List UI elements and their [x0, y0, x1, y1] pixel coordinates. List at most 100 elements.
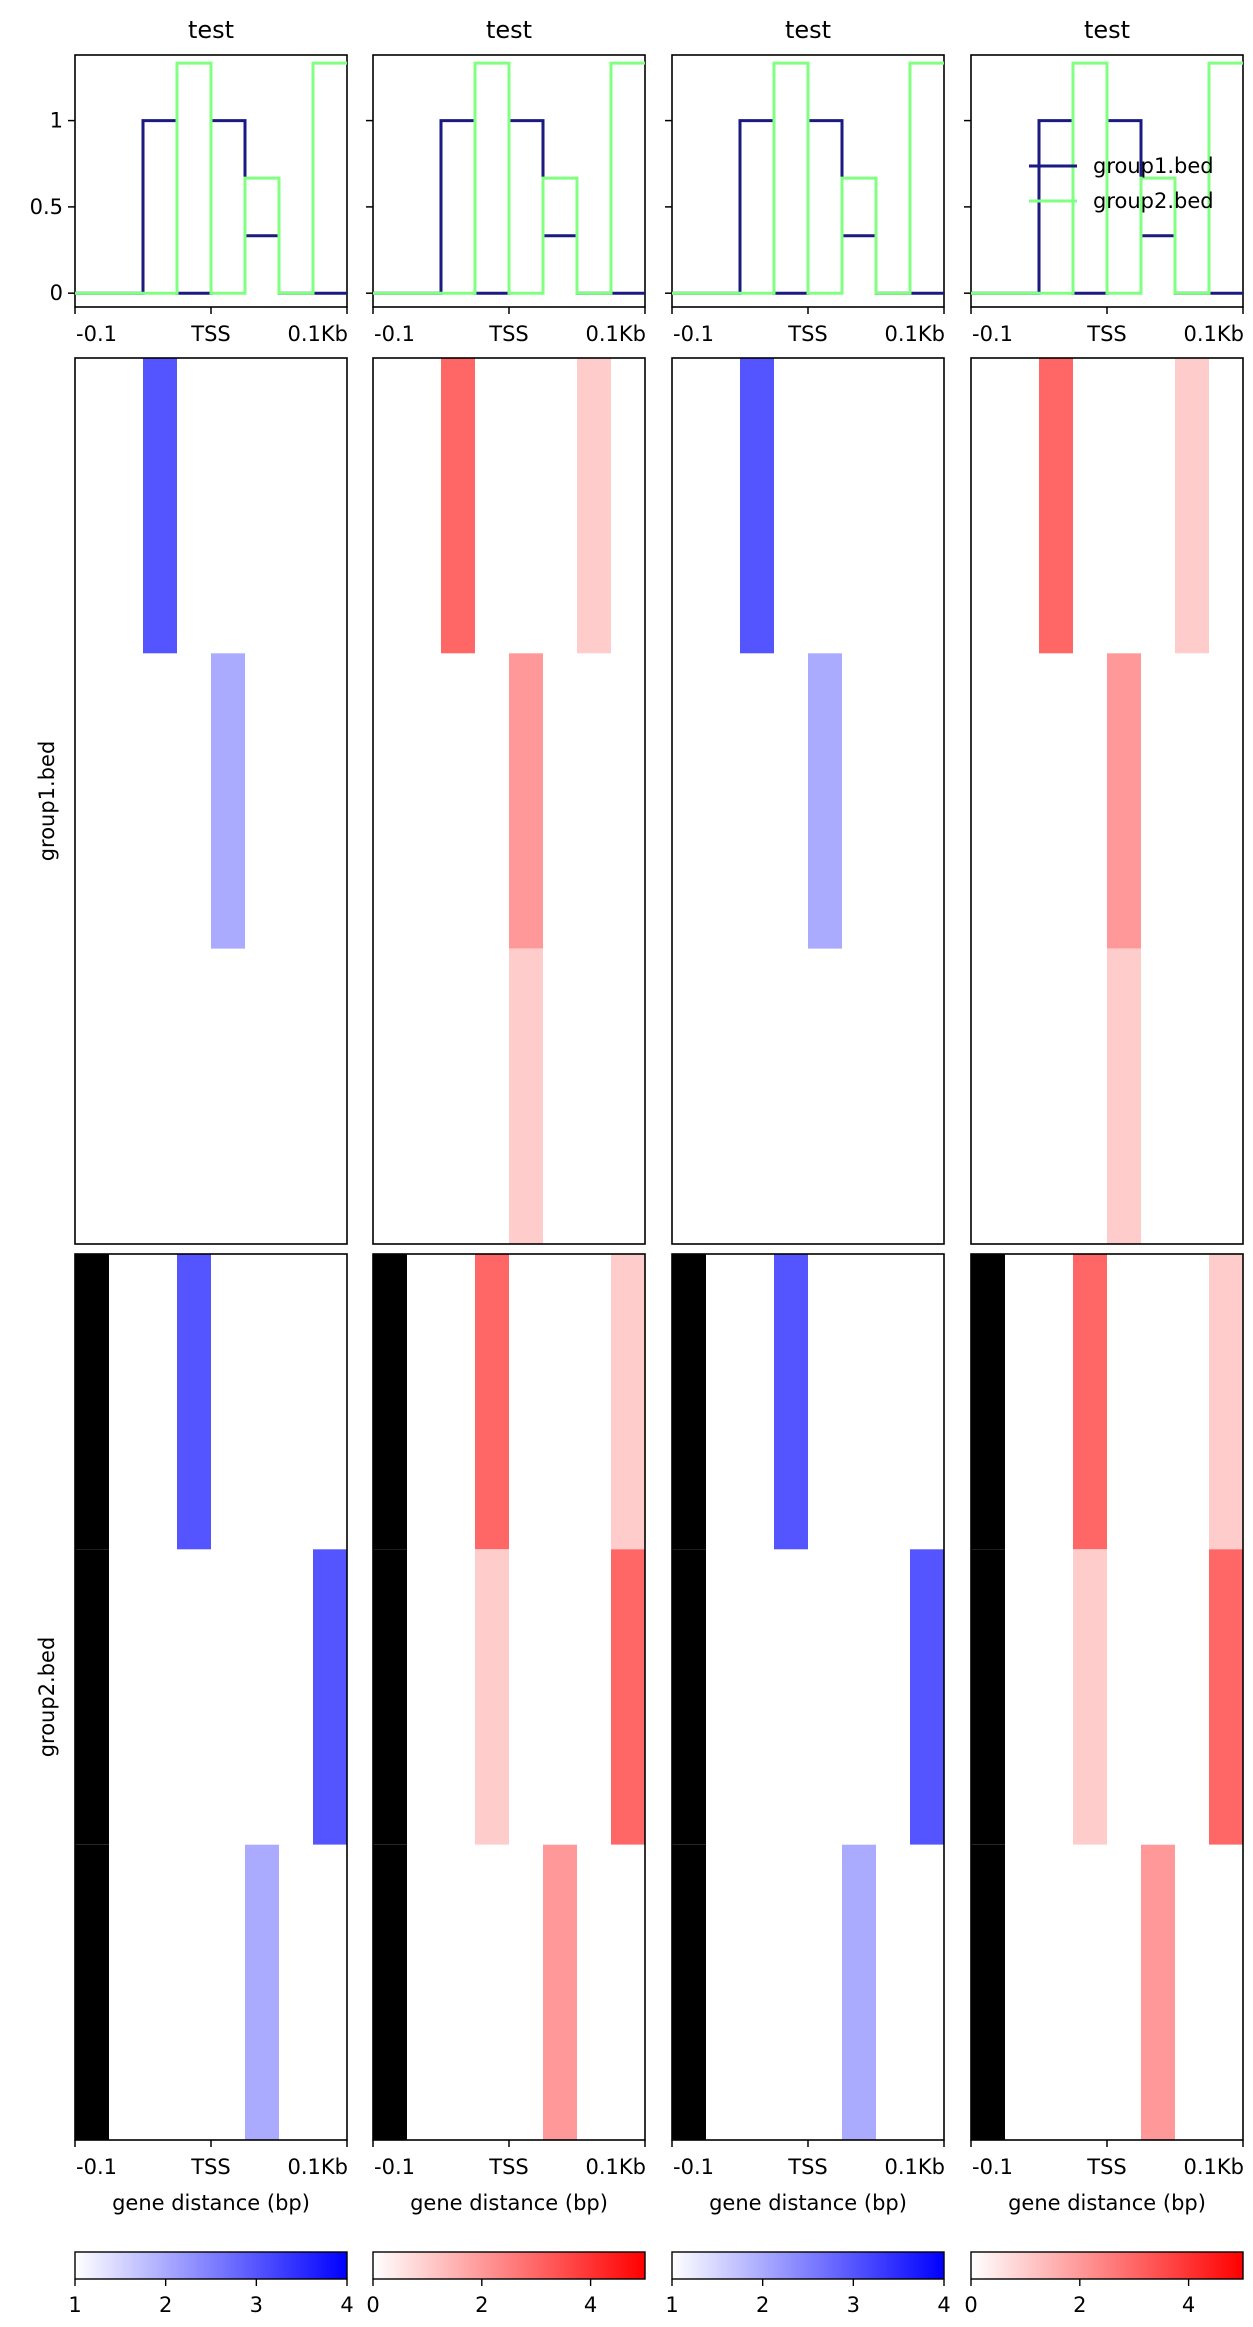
x-tick-label: 0.1Kb — [586, 2155, 647, 2179]
x-axis-label: gene distance (bp) — [1008, 2191, 1206, 2215]
colorbar-tick-label: 2 — [475, 2293, 488, 2317]
legend-label: group2.bed — [1093, 189, 1214, 213]
column-title: test — [785, 16, 831, 44]
group-label: group2.bed — [35, 1637, 59, 1758]
colorbar-tick-label: 4 — [1182, 2293, 1195, 2317]
colorbar-gradient — [970, 2251, 1244, 2280]
y-tick-label: 1 — [50, 109, 63, 133]
heatmap-frame — [74, 357, 348, 1245]
x-tick-label: -0.1 — [76, 322, 117, 346]
heatmap-cell — [971, 1254, 1005, 1550]
x-tick-label: TSS — [787, 2155, 828, 2179]
colorbar-tick-label: 2 — [756, 2293, 769, 2317]
heatmap-panel — [970, 1253, 1244, 2141]
heatmap-cell — [509, 948, 543, 1244]
x-axis-label: gene distance (bp) — [112, 2191, 310, 2215]
column-title: test — [188, 16, 234, 44]
profile-panel: 0 0.5 1 -0.1 TSS 0.1Kb — [30, 54, 349, 346]
colorbar-tick-label: 1 — [665, 2293, 678, 2317]
group-label: group1.bed — [35, 741, 59, 862]
x-tick-label: 0.1Kb — [1184, 2155, 1245, 2179]
colorbar-tick-label: 4 — [340, 2293, 353, 2317]
heatmap-cell — [441, 358, 475, 654]
legend-label: group1.bed — [1093, 154, 1214, 178]
x-tick-label: TSS — [488, 322, 529, 346]
profile-line-group2-bed — [672, 61, 944, 295]
x-tick-label: -0.1 — [76, 2155, 117, 2179]
heatmap-cell — [245, 1844, 279, 2140]
x-axis-label: gene distance (bp) — [410, 2191, 608, 2215]
x-tick-label: -0.1 — [972, 322, 1013, 346]
heatmap-cell — [1175, 358, 1209, 654]
x-tick-label: TSS — [190, 2155, 231, 2179]
heatmap-cell — [611, 1549, 645, 1845]
x-tick-label: 0.1Kb — [885, 2155, 946, 2179]
heatmap-cell — [211, 653, 245, 949]
colorbar: 1 2 3 4 — [68, 2251, 354, 2317]
heatmap-cell — [672, 1549, 706, 1845]
heatmap-cell — [971, 1844, 1005, 2140]
x-tick-label: 0.1Kb — [586, 322, 647, 346]
heatmap-cell — [971, 1549, 1005, 1845]
x-tick-label: -0.1 — [673, 2155, 714, 2179]
profile-panel: -0.1 TSS 0.1Kb — [665, 54, 946, 346]
colorbar-tick-label: 2 — [159, 2293, 172, 2317]
x-tick-label: -0.1 — [972, 2155, 1013, 2179]
heatmap-cell — [740, 358, 774, 654]
x-tick-label: TSS — [1086, 2155, 1127, 2179]
x-tick-label: TSS — [1086, 322, 1127, 346]
heatmap-cell — [373, 1844, 407, 2140]
colorbar-tick-label: 0 — [366, 2293, 379, 2317]
heatmap-cell — [373, 1549, 407, 1845]
colorbar-tick-label: 0 — [964, 2293, 977, 2317]
heatmap-cell — [1107, 653, 1141, 949]
heatmap-cell — [842, 1844, 876, 2140]
heatmap-cell — [1107, 948, 1141, 1244]
heatmap-cell — [672, 1254, 706, 1550]
x-axis-label: gene distance (bp) — [709, 2191, 907, 2215]
heatmap-panel — [970, 357, 1244, 1245]
heatmap-cell — [475, 1549, 509, 1845]
colorbar-gradient — [372, 2251, 646, 2280]
heatmap-cell — [611, 1254, 645, 1550]
heatmap-cell — [313, 1549, 347, 1845]
heatmap-cell — [543, 1844, 577, 2140]
heatmap-cell — [1209, 1549, 1243, 1845]
y-tick-label: 0.5 — [30, 195, 63, 219]
heatmap-cell — [373, 1254, 407, 1550]
x-tick-label: -0.1 — [374, 2155, 415, 2179]
heatmap-cell — [75, 1254, 109, 1550]
heatmap-panel: group1.bed — [35, 357, 348, 1245]
heatmap-panel — [671, 357, 945, 1245]
heatmap-panel — [372, 1253, 646, 2141]
colorbar-tick-label: 3 — [250, 2293, 263, 2317]
heatmap-panel — [372, 357, 646, 1245]
x-tick-label: 0.1Kb — [885, 322, 946, 346]
colorbar-tick-label: 1 — [68, 2293, 81, 2317]
heatmap-cell — [1141, 1844, 1175, 2140]
heatmap-frame — [671, 357, 945, 1245]
heatmap-cell — [75, 1844, 109, 2140]
heatmap-cell — [672, 1844, 706, 2140]
heatmap-cell — [774, 1254, 808, 1550]
x-tick-label: 0.1Kb — [288, 322, 349, 346]
x-tick-label: -0.1 — [673, 322, 714, 346]
heatmap-cell — [577, 358, 611, 654]
legend: group1.bed group2.bed — [1029, 154, 1214, 213]
colorbar-tick-label: 2 — [1073, 2293, 1086, 2317]
heatmap-cell — [808, 653, 842, 949]
column-title: test — [1084, 16, 1130, 44]
heatmap-cell — [475, 1254, 509, 1550]
heatmap-frame — [372, 357, 646, 1245]
colorbar-gradient — [671, 2251, 945, 2280]
heatmap-cell — [910, 1549, 944, 1845]
profile-line-group2-bed — [373, 61, 645, 295]
heatmap-cell — [1073, 1254, 1107, 1550]
x-tick-label: TSS — [190, 322, 231, 346]
x-tick-label: TSS — [787, 322, 828, 346]
heatmap-cell — [509, 653, 543, 949]
colorbar-tick-label: 4 — [937, 2293, 950, 2317]
colorbar-tick-label: 4 — [584, 2293, 597, 2317]
colorbar: 0 2 4 — [964, 2251, 1244, 2317]
heatmap-panel: group2.bed — [35, 1253, 348, 2141]
